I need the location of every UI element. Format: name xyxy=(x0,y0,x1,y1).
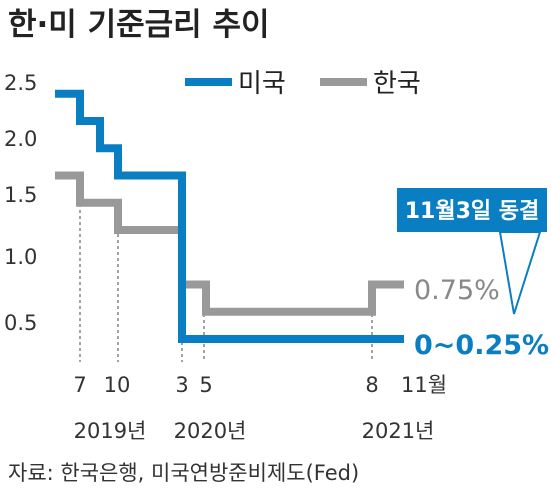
callout-text: 11월3일 동결 xyxy=(405,199,540,224)
x-axis-month-labels: 7 10 3 5 8 11월 xyxy=(73,373,447,397)
x-tick-label: 11월 xyxy=(401,373,447,397)
y-tick-label: 1.5 xyxy=(4,183,37,207)
legend-label-us: 미국 xyxy=(238,69,286,99)
x-tick-label: 5 xyxy=(199,373,212,397)
source-note: 자료: 한국은행, 미국연방준비제도(Fed) xyxy=(8,461,359,485)
callout-pointer xyxy=(498,231,542,315)
freeze-callout: 11월3일 동결 xyxy=(397,188,547,315)
series-line-us xyxy=(55,89,404,343)
y-tick-label: 2.5 xyxy=(4,71,37,95)
y-tick-label: 2.0 xyxy=(4,127,37,151)
legend-label-korea: 한국 xyxy=(373,69,421,99)
year-label: 2020년 xyxy=(174,419,247,443)
end-label-korea: 0.75% xyxy=(414,275,500,306)
y-tick-label: 1.0 xyxy=(4,245,37,269)
chart-title: 한·미 기준금리 추이 xyxy=(8,7,270,43)
callout-box xyxy=(397,188,547,232)
y-axis-labels: 2.5 2.0 1.5 1.0 0.5 xyxy=(4,71,37,335)
x-tick-label: 8 xyxy=(365,373,378,397)
x-tick-label: 3 xyxy=(175,373,188,397)
year-label: 2021년 xyxy=(362,419,435,443)
year-label: 2019년 xyxy=(74,419,147,443)
x-tick-label: 10 xyxy=(104,373,131,397)
end-label-us: 0~0.25% xyxy=(414,330,549,361)
x-tick-label: 7 xyxy=(73,373,86,397)
y-tick-label: 0.5 xyxy=(4,311,37,335)
series-line-korea xyxy=(55,171,404,316)
legend: 미국 한국 xyxy=(185,69,421,99)
x-axis-year-labels: 2019년 2020년 2021년 xyxy=(74,419,435,443)
